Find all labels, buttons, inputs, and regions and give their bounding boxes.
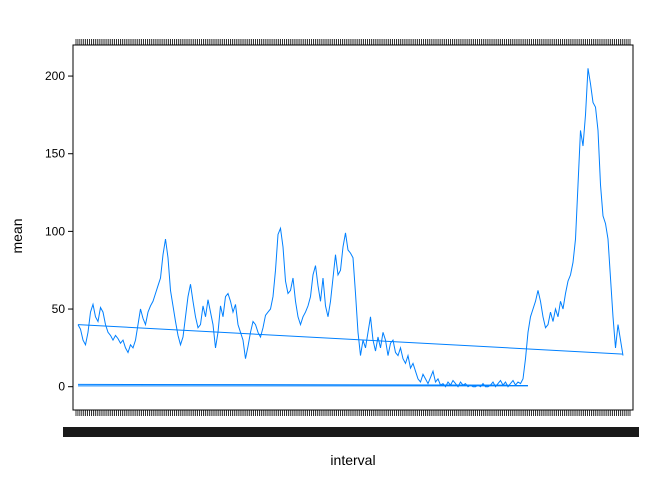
x-axis-label: interval [330,452,375,468]
line-layer [77,68,624,388]
y-tick-label: 0 [58,380,65,394]
plot-panel [72,44,634,411]
y-tick-label: 200 [45,69,65,83]
y-tick-label: 150 [45,147,65,161]
y-tick-label: 100 [45,224,65,238]
overplot-line [77,324,624,355]
overplot-line [77,383,529,386]
x-tick-labels [63,427,639,437]
y-axis-label: mean [9,218,25,253]
series-line [77,68,624,388]
y-tick-labels: 0 50 100 150 200 [45,69,65,394]
y-tick-label: 50 [52,302,66,316]
tick-layer [63,39,639,437]
